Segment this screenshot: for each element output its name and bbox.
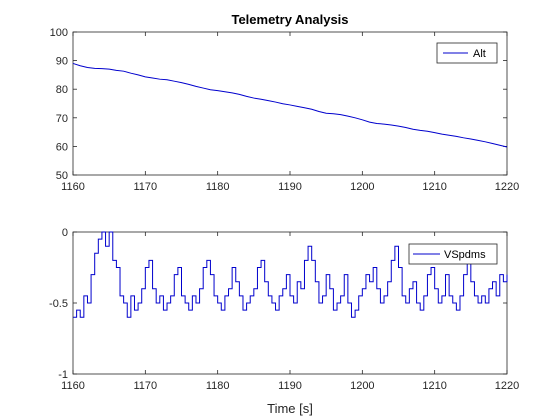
- top-series-line: [72, 62, 508, 148]
- top-x-tick-label: 1210: [422, 181, 446, 193]
- top-plot-series: [72, 62, 508, 148]
- top-x-tick-label: 1160: [61, 181, 85, 193]
- top-legend-label: Alt: [473, 48, 486, 60]
- bottom-x-tick-label: 1210: [422, 380, 446, 392]
- top-x-tick-label: 1200: [350, 181, 374, 193]
- bottom-x-tick-label: 1160: [61, 380, 85, 392]
- bottom-y-tick-label: -0.5: [49, 298, 68, 310]
- bottom-plot-ticks: 1160 1170 1180 1190 1200 1210 1220 -1 -0.5 0: [49, 227, 519, 392]
- bottom-legend-box: [408, 243, 498, 265]
- bottom-x-tick-label: 1180: [206, 380, 230, 392]
- top-y-tick-label: 100: [50, 27, 68, 39]
- bottom-legend-label: VSpdms: [444, 249, 486, 261]
- bottom-y-tick-label: -1: [58, 369, 68, 381]
- top-y-tick-label: 80: [56, 84, 68, 96]
- x-axis-label: Time [s]: [267, 401, 313, 416]
- top-x-tick-label: 1180: [206, 181, 230, 193]
- bottom-x-tick-label: 1220: [495, 380, 519, 392]
- top-y-tick-label: 50: [56, 170, 68, 182]
- bottom-legend: VSpdms: [408, 243, 498, 265]
- bottom-plot: 1160 1170 1180 1190 1200 1210 1220 -1 -0.5 0 VSpd…: [49, 227, 519, 392]
- top-plot-frame: [72, 31, 508, 176]
- top-plot-ticks: 1160 1170 1180 1190 1200 1210 1220 50 60 70 80 90 10…: [50, 27, 520, 193]
- bottom-x-tick-label: 1190: [278, 380, 302, 392]
- bottom-plot-series: [73, 231, 508, 318]
- bottom-y-tick-label: 0: [62, 227, 68, 239]
- top-y-tick-label: 90: [56, 56, 68, 68]
- top-y-tick-label: 70: [56, 113, 68, 125]
- bottom-x-tick-label: 1170: [134, 380, 158, 392]
- top-x-tick-label: 1190: [278, 181, 302, 193]
- bottom-x-tick-label: 1200: [350, 380, 374, 392]
- top-x-tick-label: 1170: [134, 181, 158, 193]
- top-legend: Alt: [436, 42, 498, 64]
- top-y-tick-label: 60: [56, 141, 68, 153]
- bottom-series-line: [73, 231, 508, 318]
- chart-title: Telemetry Analysis: [231, 12, 348, 27]
- top-x-tick-label: 1220: [495, 181, 519, 193]
- top-plot: 1160 1170 1180 1190 1200 1210 1220 50 60 70 80 90 10…: [50, 27, 520, 193]
